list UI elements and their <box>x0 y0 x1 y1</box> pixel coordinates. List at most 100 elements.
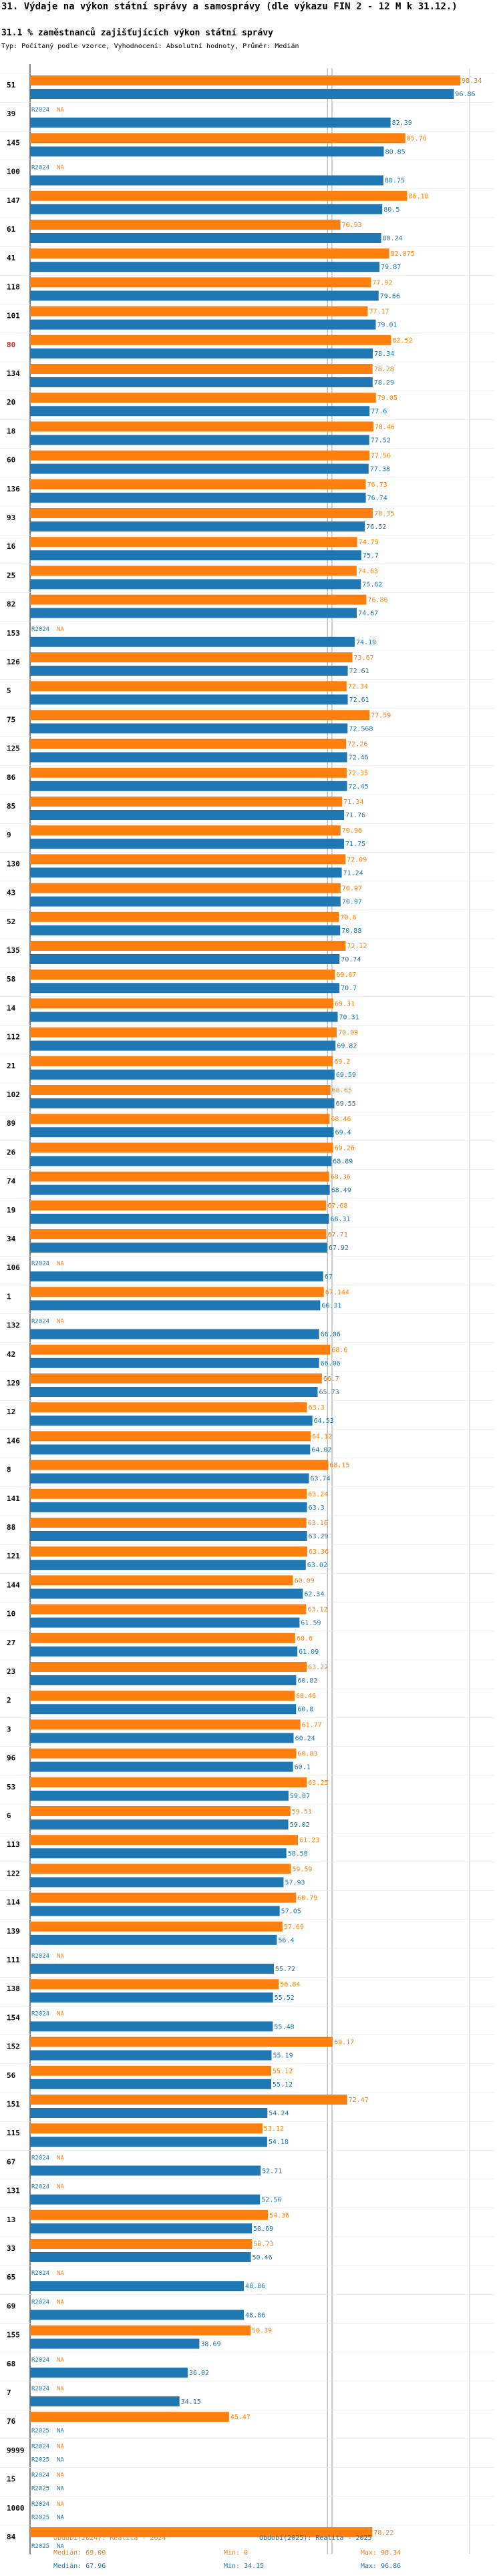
bar-2025 <box>30 2194 261 2205</box>
value-label-2024: 82.075 <box>391 250 415 258</box>
bar-2025 <box>30 608 357 618</box>
value-label-2024: 61.23 <box>299 1837 319 1844</box>
bar-2025 <box>30 579 361 590</box>
category-label: 1 <box>7 1292 11 1301</box>
category-label: 134 <box>7 369 20 378</box>
bar-2025 <box>30 89 454 99</box>
value-label-2025: 72.61 <box>349 668 369 675</box>
category-row: 126R202473.67R202572.61 <box>0 650 494 676</box>
value-label-2025: 60.8 <box>297 1706 313 1713</box>
legend-period-2025: Období(2025): Realita - 2025 <box>259 2534 372 2542</box>
bar-2025 <box>30 2165 261 2176</box>
value-label-2025: 68.31 <box>330 1216 350 1223</box>
bar-2024 <box>30 1806 291 1816</box>
legend: Období(2024): Realita - 2024 Období(2025… <box>53 2534 401 2570</box>
value-label-2025: 64.02 <box>311 1446 331 1454</box>
category-label: 74 <box>7 1177 16 1186</box>
category-row: 51R202498.34R202596.86 <box>0 73 494 99</box>
value-label-2025: 52.56 <box>261 2197 281 2204</box>
bar-2024 <box>30 2412 229 2422</box>
value-label-2025: 96.86 <box>455 91 475 98</box>
category-label: 101 <box>7 312 20 320</box>
bar-2025 <box>30 1761 293 1772</box>
category-row: 16R202474.75R202575.7 <box>0 534 494 561</box>
bar-2024 <box>30 2065 272 2076</box>
bar-2025 <box>30 1357 319 1368</box>
na-label: NA <box>57 626 64 633</box>
category-label: 112 <box>7 1033 20 1042</box>
value-label-2025: 63.74 <box>310 1476 330 1483</box>
bar-2025 <box>30 1992 273 2003</box>
bar-2025 <box>30 1531 307 1541</box>
na-label: NA <box>57 2299 64 2306</box>
category-label: 139 <box>7 1927 20 1936</box>
bar-2025 <box>30 2021 273 2032</box>
bar-2025 <box>30 752 347 763</box>
bar-2025 <box>30 1934 277 1945</box>
value-label-2025: 71.24 <box>343 869 363 877</box>
category-label: 61 <box>7 225 16 234</box>
category-label: 2 <box>7 1696 11 1705</box>
legend-min-2025: Min: 34.15 <box>224 2563 264 2570</box>
value-label-2024: 78.28 <box>374 366 394 373</box>
series-row-label: R2024 <box>31 2270 49 2277</box>
value-label-2025: 77.52 <box>371 437 391 444</box>
value-label-2025: 70.88 <box>341 927 361 935</box>
value-label-2025: 48.86 <box>245 2283 265 2290</box>
value-label-2024: 71.34 <box>343 799 363 806</box>
category-label: 42 <box>7 1350 15 1359</box>
category-label: 6 <box>7 1811 11 1820</box>
category-row: 145R202485.76R202580.85 <box>0 131 494 157</box>
bar-2024 <box>30 767 347 778</box>
value-label-2024: 68.15 <box>329 1462 349 1470</box>
bar-2025 <box>30 319 376 330</box>
value-label-2024: 72.09 <box>347 856 367 863</box>
series-row-label: R2025 <box>31 2428 49 2434</box>
legend-min-2024: Min: 0 <box>224 2549 248 2557</box>
value-label-2025: 50.69 <box>253 2225 273 2233</box>
value-label-2024: 70.97 <box>342 885 362 893</box>
category-row: 132R2024NAR202566.06 <box>0 1313 494 1339</box>
category-row: 113R202461.23R202558.58 <box>0 1832 494 1859</box>
bar-2024 <box>30 1056 333 1066</box>
category-row: 3R202461.77R202560.24 <box>0 1717 494 1743</box>
bar-2025 <box>30 1617 300 1628</box>
na-label: NA <box>57 2443 64 2450</box>
category-row: 26R202469.26R202568.89 <box>0 1140 494 1166</box>
value-label-2024: 70.93 <box>342 222 362 229</box>
legend-max-2025: Max: 96.86 <box>361 2563 401 2570</box>
value-label-2025: 55.72 <box>275 1966 295 1973</box>
category-row: 67R2024NAR202552.71 <box>0 2150 494 2176</box>
category-label: 69 <box>7 2302 15 2310</box>
legend-period-2024: Období(2024): Realita - 2024 <box>53 2534 166 2542</box>
category-label: 12 <box>7 1408 15 1416</box>
value-label-2024: 63.3 <box>309 1404 325 1412</box>
value-label-2024: 60.46 <box>296 1693 316 1700</box>
value-label-2025: 38.69 <box>200 2341 220 2348</box>
bar-2025 <box>30 636 355 647</box>
category-row: 100R2024NAR202580.75 <box>0 160 494 186</box>
category-row: 53R202463.25R202559.07 <box>0 1775 494 1801</box>
category-row: 42R202468.6R202566.06 <box>0 1342 494 1368</box>
category-label: 27 <box>7 1639 15 1647</box>
value-label-2024: 63.24 <box>308 1491 328 1498</box>
category-row: 106R2024NAR202567 <box>0 1255 494 1282</box>
bar-2024 <box>30 1748 297 1759</box>
value-label-2025: 72.45 <box>349 783 369 791</box>
category-label: 106 <box>7 1263 20 1272</box>
category-label: 19 <box>7 1206 15 1215</box>
value-label-2025: 74.19 <box>356 639 376 646</box>
category-label: 135 <box>7 946 20 955</box>
value-label-2025: 67 <box>325 1273 333 1281</box>
bar-2024 <box>30 1604 307 1615</box>
category-label: 1000 <box>7 2504 25 2513</box>
bar-2024 <box>30 421 373 432</box>
category-label: 15 <box>7 2475 15 2484</box>
category-row: 12R202463.3R202564.53 <box>0 1400 494 1426</box>
bar-2025 <box>30 954 340 964</box>
series-row-label: R2024 <box>31 107 49 114</box>
category-label: 41 <box>7 254 16 262</box>
category-label: 122 <box>7 1869 20 1878</box>
bar-2024 <box>30 220 341 230</box>
